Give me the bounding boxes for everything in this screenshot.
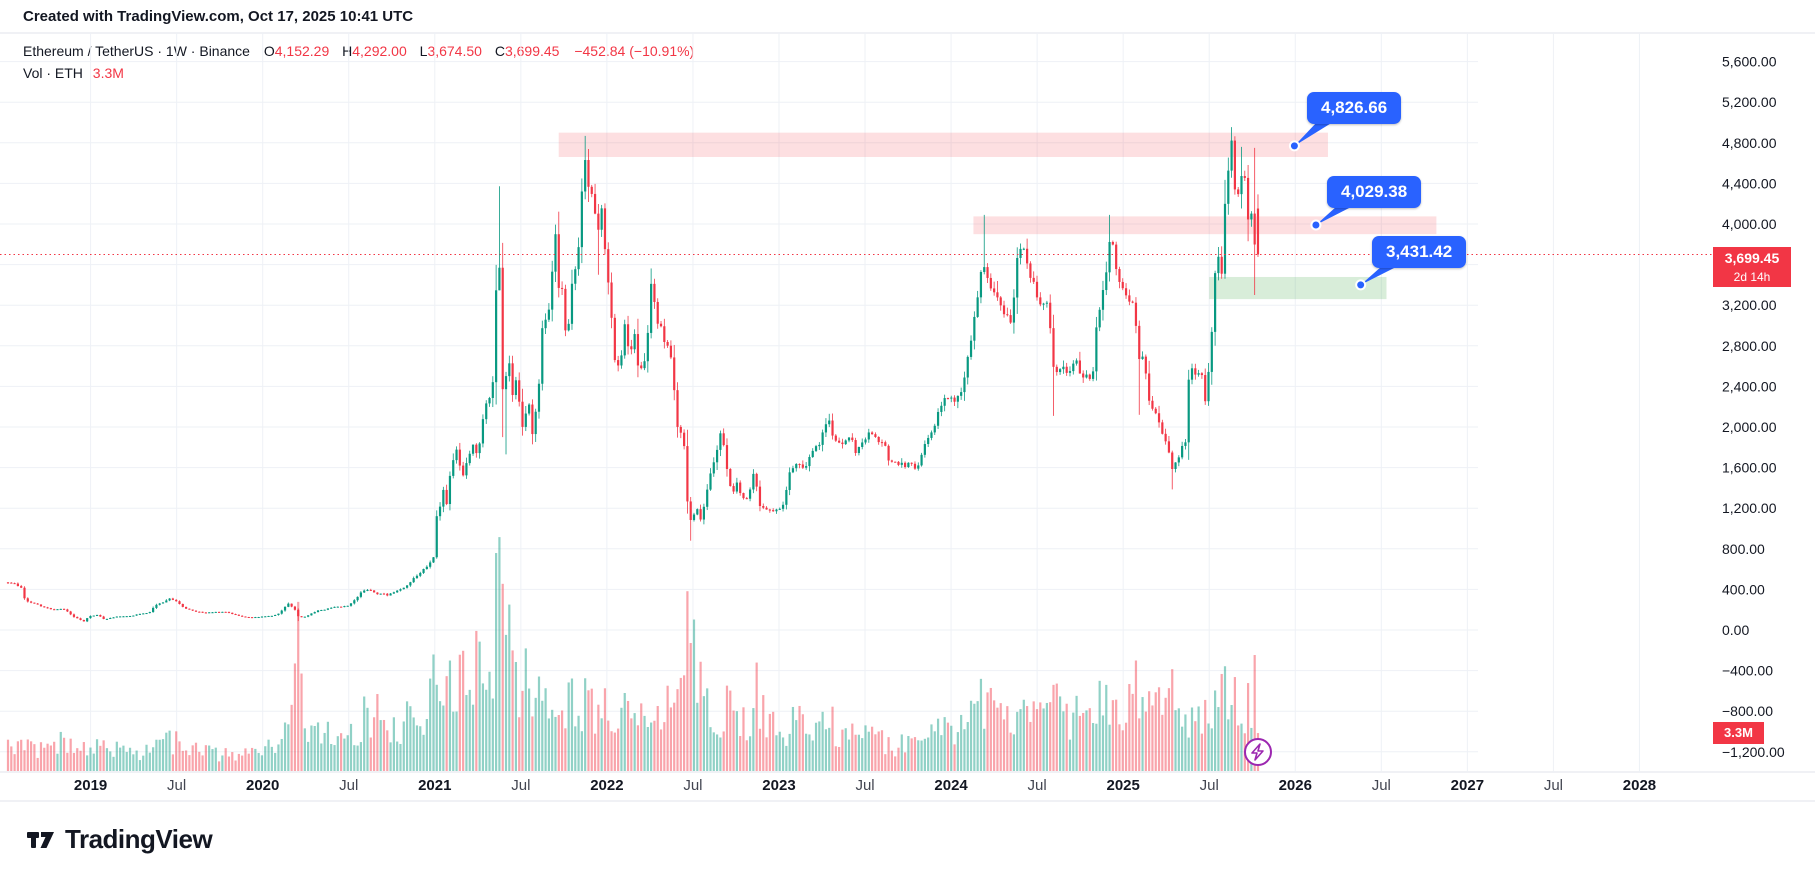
price-axis-label: 0.00 <box>1722 622 1749 638</box>
time-axis-label: 2026 <box>1279 777 1312 794</box>
time-axis-label: Jul <box>511 777 530 794</box>
ohlc-open: O4,152.29 <box>263 43 330 59</box>
demand-zone[interactable] <box>1209 276 1387 300</box>
grid-lines <box>0 32 1815 802</box>
price-callout-4029[interactable]: 4,029.38 <box>1327 176 1422 208</box>
price-axis-label: 2,400.00 <box>1722 378 1777 394</box>
price-axis-label: 3,200.00 <box>1722 297 1777 313</box>
price-axis[interactable]: 5,600.00 5,200.00 4,800.00 4,400.00 4,000.00… <box>1722 54 1785 760</box>
price-callout-3431[interactable]: 3,431.42 <box>1372 236 1467 268</box>
price-axis-label: 4,800.00 <box>1722 135 1777 151</box>
price-axis-label: −400.00 <box>1722 663 1773 679</box>
supply-zone[interactable] <box>558 132 1328 158</box>
change-value: −452.84 (−10.91%) <box>574 43 695 59</box>
created-with-text: Created with TradingView.com, Oct 17, 20… <box>23 8 414 25</box>
current-price-value: 3,699.45 <box>1724 250 1780 266</box>
bar-countdown: 2d 14h <box>1733 269 1771 284</box>
price-axis-label: 4,000.00 <box>1722 216 1777 232</box>
price-axis-label: −1,200.00 <box>1722 744 1785 760</box>
price-axis-label: 2,800.00 <box>1722 338 1777 354</box>
price-axis-label: 1,200.00 <box>1722 500 1777 516</box>
price-axis-label: 5,600.00 <box>1722 54 1777 70</box>
volume-histogram <box>6 537 1260 771</box>
callout-anchor-dot[interactable] <box>1355 279 1367 291</box>
time-axis-label: 2025 <box>1106 777 1139 794</box>
time-axis-label: 2023 <box>762 777 795 794</box>
callout-pointers <box>1288 122 1398 291</box>
price-axis-label: 4,400.00 <box>1722 175 1777 191</box>
symbol-title[interactable]: Ethereum / TetherUS · 1W · Binance <box>23 43 250 59</box>
callout-anchor-dot[interactable] <box>1288 140 1300 152</box>
supply-zone[interactable] <box>973 216 1437 235</box>
supply-demand-zones[interactable] <box>558 132 1437 300</box>
price-callout-4826[interactable]: 4,826.66 <box>1307 92 1402 124</box>
volume-value: 3.3M <box>92 65 124 81</box>
tradingview-logomark-icon <box>27 831 54 848</box>
price-axis-label: −800.00 <box>1722 703 1773 719</box>
price-axis-label: 800.00 <box>1722 541 1765 557</box>
ohlc-low: L3,674.50 <box>419 43 482 59</box>
time-axis-label: Jul <box>1372 777 1391 794</box>
price-axis-label: 1,600.00 <box>1722 460 1777 476</box>
time-axis-label: 2028 <box>1623 777 1656 794</box>
time-axis-label: 2020 <box>246 777 279 794</box>
time-axis-label: Jul <box>1028 777 1047 794</box>
tradingview-logo-text: TradingView <box>65 824 213 854</box>
current-price-tag: 3,699.45 2d 14h <box>1713 247 1791 287</box>
tradingview-logo[interactable]: TradingView <box>26 824 213 855</box>
time-axis-label: Jul <box>167 777 186 794</box>
time-axis-label: 2019 <box>74 777 107 794</box>
current-volume-tag: 3.3M <box>1713 722 1764 744</box>
callout-anchor-dot[interactable] <box>1310 219 1322 231</box>
candlestick-series <box>6 127 1260 623</box>
volume-legend[interactable]: Vol · ETH 3.3M <box>23 65 124 81</box>
volume-label: Vol · ETH <box>23 65 83 81</box>
time-axis-label: Jul <box>855 777 874 794</box>
ohlc-close: C3,699.45 <box>494 43 560 59</box>
time-axis-label: 2027 <box>1451 777 1484 794</box>
time-axis-label: 2021 <box>418 777 451 794</box>
lightning-icon[interactable] <box>1243 738 1272 766</box>
ohlc-high: H4,292.00 <box>342 43 407 59</box>
time-axis-label: Jul <box>1200 777 1219 794</box>
symbol-legend[interactable]: Ethereum / TetherUS · 1W · Binance O4,15… <box>23 43 694 59</box>
price-axis-label: 400.00 <box>1722 581 1765 597</box>
time-axis-label: Jul <box>683 777 702 794</box>
price-axis-label: 5,200.00 <box>1722 94 1777 110</box>
time-axis[interactable]: 2019 Jul 2020 Jul 2021 Jul 2022 Jul 2023 Jul 2024 J… <box>74 777 1656 794</box>
time-axis-label: 2024 <box>934 777 968 794</box>
price-axis-label: 2,000.00 <box>1722 419 1777 435</box>
time-axis-label: Jul <box>339 777 358 794</box>
time-axis-label: 2022 <box>590 777 623 794</box>
time-axis-label: Jul <box>1544 777 1563 794</box>
